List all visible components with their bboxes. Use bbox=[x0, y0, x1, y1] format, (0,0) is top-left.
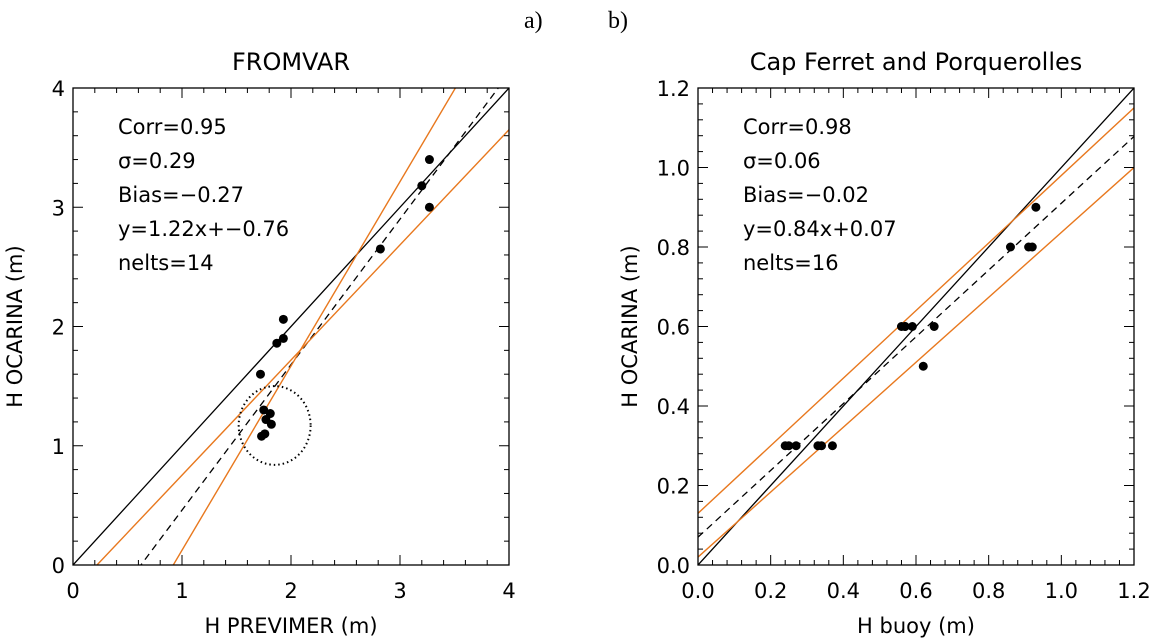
y-tick-label: 0.4 bbox=[657, 395, 690, 419]
x-axis-label: H PREVIMER (m) bbox=[204, 614, 377, 638]
y-tick-label: 3 bbox=[52, 196, 65, 220]
panel-label-b: b) bbox=[608, 8, 628, 34]
data-point bbox=[424, 155, 434, 165]
chart-title: Cap Ferret and Porquerolles bbox=[750, 48, 1083, 76]
x-tick-label: 1.2 bbox=[1117, 579, 1150, 603]
data-point bbox=[278, 333, 288, 343]
panel-label-a: a) bbox=[524, 8, 543, 34]
panel-cap-ferret: 0.0 0.2 0.4 0.6 0.8 1.0 1.2 0.0 0.2 0.4 0.6 0.8 1.0 1… bbox=[618, 48, 1151, 638]
confidence-band-upper bbox=[698, 107, 1134, 514]
y-tick-label: 2 bbox=[52, 316, 65, 340]
data-point bbox=[907, 322, 917, 331]
x-tick-label: 0.0 bbox=[681, 579, 714, 603]
x-tick-label: 1.0 bbox=[1045, 579, 1078, 603]
y-tick-label: 1.0 bbox=[657, 157, 690, 181]
stats-line: nelts=14 bbox=[118, 251, 214, 275]
x-tick-label: 0 bbox=[66, 579, 79, 603]
data-point bbox=[918, 361, 928, 371]
stats-line: y=0.84x+0.07 bbox=[743, 217, 897, 241]
y-tick-label: 0 bbox=[52, 554, 65, 578]
x-tick-label: 4 bbox=[502, 579, 515, 603]
confidence-band-upper bbox=[172, 88, 457, 565]
data-point bbox=[827, 441, 837, 451]
y-tick-label: 0.2 bbox=[657, 475, 690, 499]
x-tick-label: 0.6 bbox=[899, 579, 932, 603]
data-point bbox=[266, 419, 276, 429]
highlight-circle bbox=[237, 385, 312, 466]
x-tick-label: 2 bbox=[284, 579, 297, 603]
data-point bbox=[817, 441, 827, 451]
data-point bbox=[278, 314, 288, 324]
identity-line bbox=[73, 88, 509, 565]
data-point bbox=[417, 181, 427, 191]
y-tick-label: 0.6 bbox=[657, 316, 690, 340]
y-axis-label: H OCARINA (m) bbox=[3, 245, 27, 407]
stats-line: y=1.22x+−0.76 bbox=[118, 217, 289, 241]
stats-line: Bias=−0.27 bbox=[118, 183, 244, 207]
y-axis-label: H OCARINA (m) bbox=[618, 245, 642, 407]
data-point bbox=[784, 441, 794, 451]
x-tick-label: 3 bbox=[393, 579, 406, 603]
stats-line: nelts=16 bbox=[743, 251, 839, 275]
data-point bbox=[1005, 242, 1015, 252]
stats-line: Corr=0.98 bbox=[743, 115, 852, 139]
y-tick-label: 1 bbox=[52, 435, 65, 459]
confidence-band-lower bbox=[698, 166, 1134, 558]
stats-line: σ=0.29 bbox=[118, 149, 196, 173]
x-tick-label: 0.2 bbox=[754, 579, 787, 603]
plot-area bbox=[73, 88, 509, 565]
y-tick-label: 0.0 bbox=[657, 554, 690, 578]
stats-line: σ=0.06 bbox=[743, 149, 821, 173]
data-point bbox=[929, 322, 939, 331]
data-point bbox=[1031, 202, 1041, 212]
data-point bbox=[260, 429, 270, 439]
y-tick-label: 0.8 bbox=[657, 236, 690, 260]
y-tick-label: 4 bbox=[52, 77, 65, 101]
regression-line bbox=[698, 136, 1134, 538]
x-tick-label: 1 bbox=[175, 579, 188, 603]
data-point bbox=[1027, 242, 1037, 252]
data-point bbox=[791, 441, 801, 451]
panel-fromvar: 0 1 2 3 4 0 1 2 3 4 FROMVAR H PREVIMER (m) H OCARINA… bbox=[3, 48, 516, 638]
stats-line: Bias=−0.02 bbox=[743, 183, 869, 207]
chart-title: FROMVAR bbox=[232, 48, 350, 76]
x-axis-label: H buoy (m) bbox=[857, 614, 975, 638]
y-tick-label: 1.2 bbox=[657, 77, 690, 101]
stats-line: Corr=0.95 bbox=[118, 115, 227, 139]
data-point bbox=[900, 322, 910, 331]
plot-area bbox=[698, 88, 1134, 565]
x-tick-label: 0.4 bbox=[827, 579, 860, 603]
data-point bbox=[255, 369, 265, 379]
data-point bbox=[375, 244, 385, 254]
data-point bbox=[424, 202, 434, 212]
x-tick-label: 0.8 bbox=[972, 579, 1005, 603]
data-point bbox=[265, 409, 275, 419]
confidence-band-lower bbox=[96, 129, 509, 565]
data-point bbox=[272, 338, 282, 348]
